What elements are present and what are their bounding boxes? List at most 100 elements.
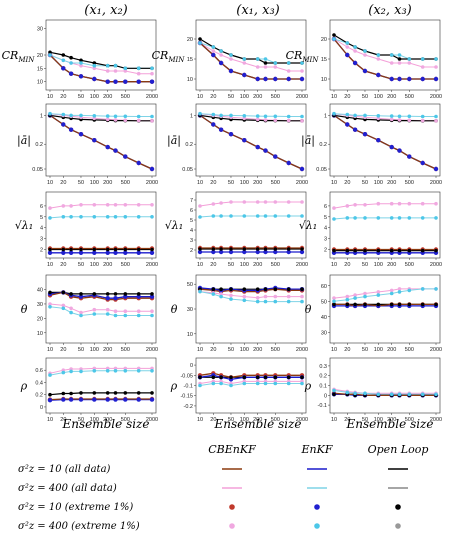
y-tick-label: 0.05 — [182, 167, 193, 173]
series-point — [376, 290, 381, 294]
y-axis-label: |ā| — [167, 134, 181, 148]
series-line — [199, 380, 302, 385]
series-line — [49, 54, 152, 83]
series-line — [199, 291, 302, 303]
series-point — [352, 127, 358, 132]
series-point — [211, 247, 216, 251]
x-tick-label: 100 — [374, 180, 383, 186]
series-line — [49, 204, 152, 209]
x-tick-label: 500 — [271, 94, 280, 100]
series-point — [420, 118, 425, 123]
y-tick-label: 0.1 — [319, 384, 327, 390]
series-point — [198, 375, 202, 380]
series-line — [49, 398, 152, 401]
series-point — [61, 391, 66, 396]
series-point — [242, 57, 247, 61]
series-point — [68, 250, 74, 255]
series-line — [333, 392, 436, 396]
panel-frame — [195, 357, 307, 414]
x-tick-label: 2000 — [146, 347, 158, 353]
x-tick-label: 500 — [405, 180, 414, 186]
series-line — [49, 114, 153, 170]
series-point — [345, 216, 350, 220]
y-tick-label: 0.2 — [35, 142, 43, 148]
series-point — [363, 302, 367, 307]
series-point — [123, 397, 128, 402]
series-point — [229, 57, 233, 61]
series-point — [376, 293, 381, 297]
series-point — [433, 76, 439, 82]
series-point — [300, 247, 304, 251]
x-tick-label: 10 — [47, 417, 53, 423]
series-point — [123, 69, 128, 73]
series-line — [199, 38, 302, 64]
series-point — [332, 111, 336, 116]
series-point — [353, 45, 357, 49]
x-tick-label: 20 — [60, 347, 66, 353]
series-point — [345, 302, 350, 307]
series-point — [286, 375, 291, 380]
series-point — [389, 117, 394, 122]
series-point — [263, 114, 268, 119]
series-point — [376, 72, 381, 78]
series-point — [407, 288, 412, 293]
series-point — [263, 148, 268, 153]
series-line — [199, 42, 302, 72]
y-tick-label: 0.4 — [35, 380, 43, 386]
series-line — [49, 291, 152, 301]
series-point — [113, 69, 118, 73]
series-point — [150, 369, 154, 373]
series-point — [332, 248, 336, 253]
series-point — [286, 200, 291, 204]
series-point — [229, 113, 233, 118]
x-tick-label: 20 — [344, 180, 350, 186]
y-tick-label: 10 — [187, 332, 193, 338]
series-point — [68, 397, 74, 402]
x-tick-label: 500 — [121, 417, 130, 423]
series-point — [263, 76, 268, 82]
series-point — [92, 114, 97, 118]
y-tick-label: 0 — [190, 363, 193, 369]
series-point — [136, 294, 141, 299]
series-point — [353, 49, 357, 53]
series-point — [113, 247, 118, 252]
y-tick-label: 0 — [324, 393, 327, 399]
y-axis-label: √λ₁ — [165, 219, 183, 232]
series-point — [242, 298, 247, 303]
y-tick-label: 30 — [187, 307, 193, 313]
series-point — [332, 388, 336, 393]
series-point — [123, 215, 128, 219]
panel-2-1: 2 3 4 5 6 7 10 20 50 100 200 500 2000 √λ₁ — [165, 191, 308, 268]
legend-marks — [222, 468, 408, 529]
series-point — [229, 383, 233, 388]
series-point — [397, 148, 402, 153]
y-axis-label: ρ — [170, 380, 178, 393]
legend-header-open-loop: Open Loop — [368, 443, 429, 456]
series-point — [420, 302, 425, 307]
y-axis-label: θ — [171, 303, 178, 316]
series-point — [407, 57, 412, 61]
series-point — [242, 375, 247, 380]
series-point — [150, 71, 154, 76]
series-point — [263, 61, 268, 65]
series-point — [136, 118, 141, 123]
series-point — [92, 391, 97, 395]
panel-1-0: 0.05 0.2 1 10 20 50 100 200 500 2000 |ā| — [17, 103, 158, 186]
series-line — [49, 113, 152, 117]
series-point — [136, 369, 141, 373]
y-tick-label: 1 — [190, 113, 193, 119]
y-axis-label: θ — [21, 303, 28, 316]
series-point — [300, 61, 304, 65]
series-point — [150, 309, 154, 314]
x-tick-label: 100 — [374, 417, 383, 423]
series-point — [69, 292, 73, 296]
series-point — [211, 52, 216, 58]
series-point — [79, 58, 83, 63]
x-tick-label: 50 — [78, 180, 84, 186]
panel-0-2: 10 15 20 10 20 50 100 200 500 2000 CRMIN — [286, 19, 442, 100]
series-point — [105, 397, 110, 402]
series-point — [363, 49, 367, 53]
panel-4-1: -0.2 -0.15 -0.1 -0.05 0 10 20 50 100 200 500 2000 ρ — [170, 357, 308, 423]
y-axis-label: |ā| — [17, 134, 31, 148]
series-point — [211, 249, 216, 255]
